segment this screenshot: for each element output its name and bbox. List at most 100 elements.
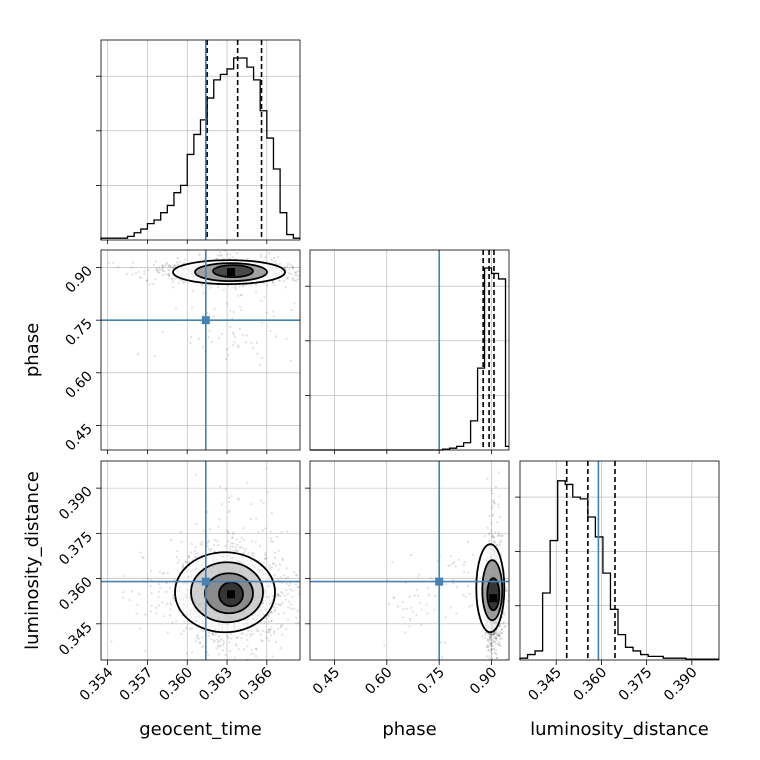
panel-luminosity_distance-vs-geocent_time-point — [296, 609, 299, 612]
panel-luminosity_distance-vs-phase-point — [500, 637, 503, 640]
panel-luminosity_distance-vs-geocent_time-point — [281, 601, 284, 604]
panel-luminosity_distance-vs-phase-point — [493, 651, 496, 655]
panel-luminosity_distance-vs-phase-point — [500, 627, 503, 631]
panel-phase-vs-geocent_time-point — [241, 285, 244, 288]
panel-luminosity_distance-vs-geocent_time-point — [272, 562, 275, 565]
panel-luminosity_distance-vs-phase-point — [488, 655, 491, 658]
panel-luminosity_distance-vs-geocent_time-point — [283, 612, 286, 615]
panel-luminosity_distance-vs-geocent_time-point — [280, 590, 283, 594]
panel-luminosity_distance-vs-phase-point — [493, 640, 496, 643]
panel-luminosity_distance-vs-geocent_time-point — [165, 590, 168, 593]
panel-phase-vs-geocent_time-point — [208, 313, 211, 316]
panel-luminosity_distance-vs-geocent_time-point — [277, 568, 280, 571]
panel-luminosity_distance-vs-geocent_time-point — [202, 644, 205, 648]
panel-luminosity_distance-vs-geocent_time-point — [278, 563, 282, 566]
panel-luminosity_distance-vs-phase — [309, 460, 510, 661]
panel-luminosity_distance-vs-phase-point — [500, 553, 503, 556]
panel-luminosity_distance-vs-geocent_time-point — [235, 644, 238, 647]
panel-phase-vs-geocent_time-point — [158, 268, 162, 272]
panel-luminosity_distance-vs-phase-point — [498, 632, 501, 635]
panel-luminosity_distance-vs-phase-point — [491, 639, 494, 642]
panel-luminosity_distance-vs-geocent_time-point — [265, 637, 268, 640]
panel-luminosity_distance-vs-geocent_time-point — [274, 564, 277, 567]
panel-luminosity_distance-vs-geocent_time-point — [263, 621, 267, 624]
panel-luminosity_distance-vs-geocent_time-point — [229, 649, 232, 653]
panel-luminosity_distance-vs-phase-point — [396, 605, 400, 608]
panel-phase-vs-geocent_time-point — [263, 296, 266, 299]
panel-luminosity_distance-vs-phase-point — [490, 648, 494, 651]
panel-luminosity_distance-vs-geocent_time-point — [150, 591, 153, 595]
panel-luminosity_distance-vs-geocent_time-point — [232, 542, 235, 545]
panel-luminosity_distance-vs-phase-point — [490, 657, 493, 660]
panel-luminosity_distance-vs-geocent_time-point — [250, 630, 253, 633]
panel-luminosity_distance-vs-phase-point — [489, 637, 492, 640]
panel-phase-vs-geocent_time-point — [176, 263, 180, 266]
panel-luminosity_distance-vs-phase-point — [493, 632, 496, 636]
panel-luminosity_distance-vs-geocent_time-point — [185, 652, 188, 655]
panel-luminosity_distance-vs-geocent_time-point — [236, 543, 239, 546]
panel-luminosity_distance-vs-phase-point — [433, 608, 436, 611]
panel-luminosity_distance-vs-geocent_time-point — [270, 566, 273, 569]
panel-luminosity_distance-vs-phase-point — [492, 540, 495, 543]
panel-luminosity_distance-vs-geocent_time-point — [269, 539, 272, 543]
panel-luminosity_distance-vs-geocent_time-point — [252, 553, 255, 556]
panel-phase-vs-geocent_time-point — [154, 277, 157, 281]
panel-luminosity_distance-vs-phase-point — [492, 513, 495, 516]
panel-luminosity_distance-vs-geocent_time-point — [219, 637, 223, 641]
panel-luminosity_distance-vs-phase-point — [411, 610, 415, 613]
panel-luminosity_distance-vs-geocent_time-point — [264, 554, 267, 557]
hist-luminosity_distance — [515, 460, 720, 661]
panel-luminosity_distance-vs-geocent_time-point — [273, 632, 276, 635]
panel-luminosity_distance-vs-phase-point — [495, 656, 499, 659]
panel-luminosity_distance-vs-phase-point — [487, 648, 490, 652]
xtick-label-luminosity_distance-3: 0.390 — [661, 665, 701, 705]
panel-luminosity_distance-vs-phase-point — [491, 514, 495, 518]
panel-luminosity_distance-vs-phase-point — [468, 592, 471, 595]
panel-phase-vs-geocent_time-point — [164, 264, 167, 267]
panel-phase-vs-geocent_time-point — [183, 280, 186, 284]
panel-luminosity_distance-vs-phase-point — [466, 584, 469, 587]
panel-phase-vs-geocent_time-point — [184, 258, 187, 261]
panel-phase-vs-geocent_time-point — [295, 271, 298, 274]
panel-luminosity_distance-vs-phase-point — [498, 471, 501, 474]
panel-luminosity_distance-vs-geocent_time-point — [280, 576, 283, 579]
panel-phase-vs-geocent_time-point — [131, 261, 135, 264]
hist-luminosity_distance-frame — [519, 460, 720, 661]
panel-phase-vs-geocent_time-point — [256, 352, 259, 355]
panel-luminosity_distance-vs-geocent_time-point — [181, 565, 184, 568]
panel-luminosity_distance-vs-phase-point — [416, 594, 420, 597]
panel-phase-vs-geocent_time-point — [274, 335, 278, 338]
panel-luminosity_distance-vs-geocent_time-point — [136, 603, 139, 606]
xtick-label-phase-0: 0.45 — [310, 665, 343, 698]
panel-luminosity_distance-vs-geocent_time-point — [286, 618, 290, 621]
panel-luminosity_distance-vs-geocent_time-point — [254, 655, 258, 658]
panel-luminosity_distance-vs-geocent_time-point — [178, 558, 181, 561]
panel-luminosity_distance-vs-geocent_time-point — [264, 552, 267, 555]
panel-luminosity_distance-vs-geocent_time-point — [207, 541, 210, 544]
panel-luminosity_distance-vs-geocent_time-point — [242, 648, 246, 651]
hist-geocent_time-bg — [101, 40, 300, 240]
panel-phase-vs-geocent_time-point — [168, 274, 171, 277]
panel-luminosity_distance-vs-phase-point — [491, 633, 494, 636]
panel-phase-vs-geocent_time-point — [255, 341, 259, 344]
panel-luminosity_distance-vs-geocent_time-point — [286, 593, 290, 596]
panel-phase-vs-geocent_time-point — [146, 279, 149, 283]
panel-luminosity_distance-vs-geocent_time-point — [202, 529, 205, 532]
panel-luminosity_distance-vs-phase-point — [492, 633, 495, 636]
panel-luminosity_distance-vs-phase-point — [425, 603, 428, 606]
panel-luminosity_distance-vs-geocent_time-point — [194, 552, 197, 555]
panel-luminosity_distance-vs-geocent_time-point — [276, 594, 280, 597]
panel-luminosity_distance-vs-geocent_time-point — [231, 533, 234, 536]
panel-luminosity_distance-vs-geocent_time-point — [277, 592, 280, 595]
panel-phase-vs-geocent_time-point — [220, 332, 223, 335]
panel-luminosity_distance-vs-phase-point — [427, 593, 431, 596]
panel-luminosity_distance-vs-phase-point — [402, 608, 405, 611]
panel-luminosity_distance-vs-geocent_time-point — [182, 629, 185, 632]
panel-phase-vs-geocent_time-point — [278, 262, 281, 266]
panel-luminosity_distance-vs-phase-point — [487, 646, 490, 649]
panel-phase-vs-geocent_time-point — [242, 284, 245, 287]
panel-luminosity_distance-vs-geocent_time-point — [274, 602, 278, 606]
panel-phase-vs-geocent_time-point — [215, 257, 218, 260]
panel-luminosity_distance-vs-phase-point — [494, 631, 498, 634]
panel-luminosity_distance-vs-geocent_time-point — [171, 621, 174, 624]
